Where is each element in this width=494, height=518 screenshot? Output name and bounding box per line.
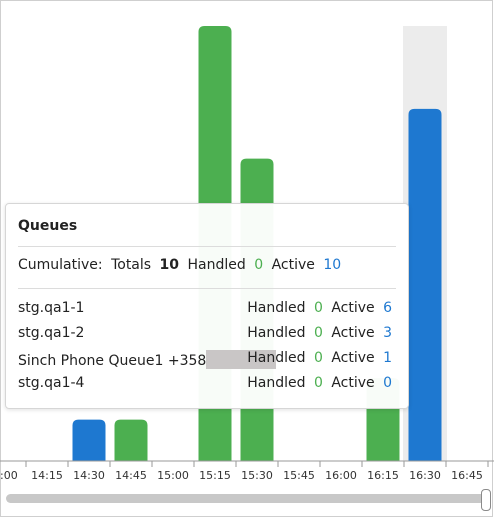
x-tick-label: 15:30 [241,469,273,482]
queue-active-label: Active [331,300,375,316]
queue-name: stg.qa1-2 [18,325,85,341]
bar[interactable] [72,419,106,461]
redacted-phone-number [206,350,277,369]
queue-row: Sinch Phone Queue1 +358 Handled 0 Active… [18,350,396,370]
cumulative-summary: Cumulative: Totals 10 Handled 0 Active 1… [18,257,345,273]
queue-handled-label: Handled [247,375,306,391]
active-label: Active [271,257,315,273]
x-tick-label: 14:15 [31,469,63,482]
x-tick-label: 16:30 [409,469,441,482]
queue-handled-value: 0 [313,350,323,366]
queue-handled-label: Handled [247,350,306,366]
x-tick-label: 15:15 [199,469,231,482]
totals-label: Totals [111,257,152,273]
queue-row: stg.qa1-2 Handled 0 Active 3 [18,325,396,345]
queue-handled-label: Handled [247,300,306,316]
x-tick-label: :00 [0,469,18,482]
x-tick-label: 15:45 [283,469,315,482]
time-range-scrollbar[interactable] [6,494,486,503]
x-tick-label: 14:45 [115,469,147,482]
tooltip-divider [18,288,396,289]
bar[interactable] [114,419,148,461]
queue-active-label: Active [331,350,375,366]
queue-name: Sinch Phone Queue1 +358 [18,353,207,369]
tooltip-title: Queues [18,218,78,234]
totals-value: 10 [159,257,180,273]
queue-active-value: 0 [383,375,392,391]
queue-handled-value: 0 [313,375,323,391]
queues-tooltip: Queues Cumulative: Totals 10 Handled 0 A… [5,203,409,409]
x-tick-label: 16:45 [451,469,483,482]
x-tick-label: 16:00 [325,469,357,482]
queue-name: stg.qa1-4 [18,375,85,391]
x-tick-label: 16:15 [367,469,399,482]
x-tick-label: 14:30 [73,469,105,482]
queue-row: stg.qa1-4 Handled 0 Active 0 [18,375,396,395]
queue-active-label: Active [331,375,375,391]
queue-handled-value: 0 [313,300,323,316]
tooltip-divider [18,246,396,247]
handled-label: Handled [187,257,246,273]
queue-active-label: Active [331,325,375,341]
bar[interactable] [408,108,442,461]
queue-row: stg.qa1-1 Handled 0 Active 6 [18,300,396,320]
scrollbar-handle[interactable] [481,489,491,511]
x-tick-label: 15:00 [157,469,189,482]
queue-active-value: 1 [383,350,392,366]
active-value: 10 [323,257,342,273]
queue-active-value: 3 [383,325,392,341]
queue-handled-label: Handled [247,325,306,341]
cumulative-label: Cumulative: [18,257,103,273]
handled-value: 0 [254,257,264,273]
queue-handled-value: 0 [313,325,323,341]
queue-active-value: 6 [383,300,392,316]
queue-name: stg.qa1-1 [18,300,85,316]
